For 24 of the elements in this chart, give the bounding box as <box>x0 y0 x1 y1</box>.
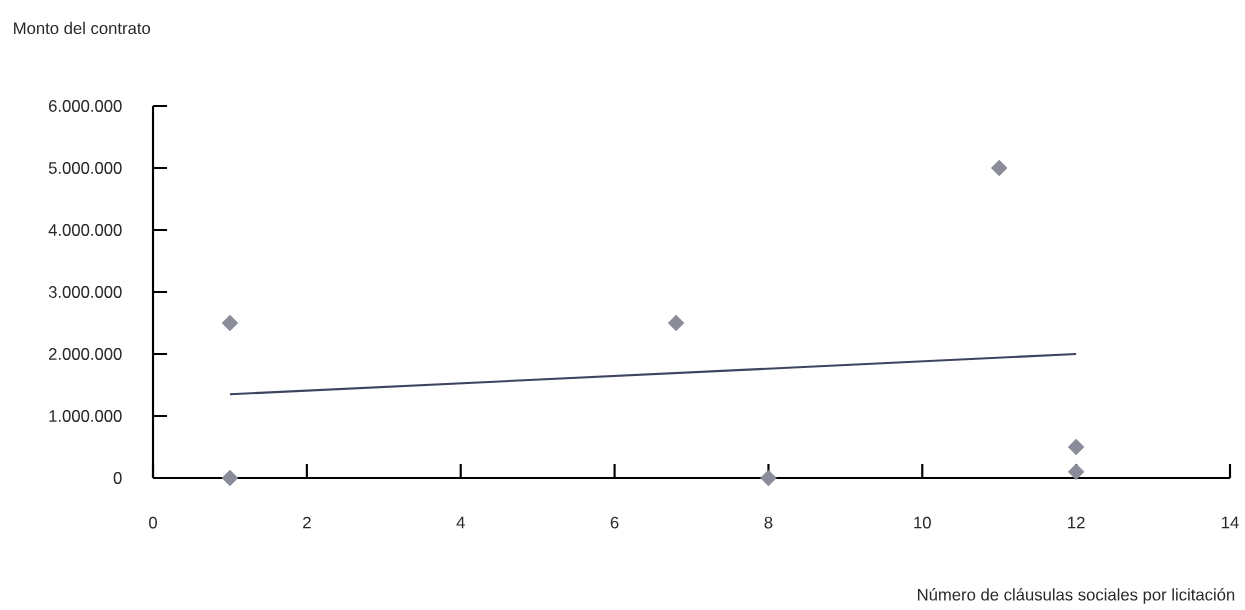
y-tick-label: 2.000.000 <box>49 348 122 360</box>
x-tick-label: 10 <box>914 516 931 529</box>
x-tick-label: 12 <box>1068 516 1085 529</box>
point <box>221 469 239 487</box>
y-tick-label: 5.000.000 <box>48 162 122 174</box>
x-tick-label: 6 <box>610 516 619 529</box>
point <box>1067 438 1085 456</box>
y-tick-label: 3.000.000 <box>48 286 122 298</box>
y-tick-label: 6.000.000 <box>49 100 122 112</box>
point <box>760 469 777 487</box>
point <box>1067 463 1085 481</box>
x-axis-title: Número de cláusulas sociales por licitación <box>917 588 1235 604</box>
y-tick-label: 1.000.000 <box>49 410 122 422</box>
x-tick-label: 2 <box>303 516 311 529</box>
x-tick-label: 4 <box>456 516 465 529</box>
point <box>990 159 1008 177</box>
point <box>667 314 685 332</box>
x-tick-label: 14 <box>1222 516 1239 529</box>
x-tick-label: 0 <box>149 516 157 529</box>
x-tick-label: 8 <box>764 516 773 529</box>
y-tick-label: 0 <box>113 472 122 484</box>
point <box>221 314 239 332</box>
y-tick-label: 4.000.000 <box>48 224 122 236</box>
y-axis-title: Monto del contrato <box>14 21 151 35</box>
